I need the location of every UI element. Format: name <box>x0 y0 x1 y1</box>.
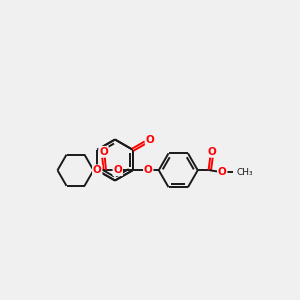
Text: O: O <box>218 167 226 177</box>
Text: O: O <box>93 165 102 175</box>
Text: CH₃: CH₃ <box>236 168 253 177</box>
Text: O: O <box>207 147 216 157</box>
Text: O: O <box>113 165 122 175</box>
Text: O: O <box>146 135 154 145</box>
Text: O: O <box>144 165 153 175</box>
Text: O: O <box>99 147 108 157</box>
